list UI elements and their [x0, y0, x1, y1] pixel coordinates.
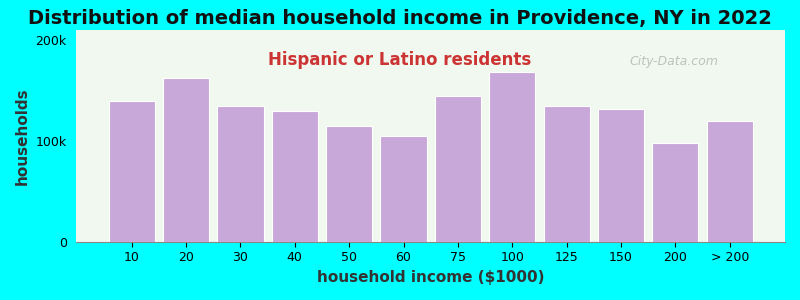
Bar: [706, 121, 753, 242]
Bar: [163, 78, 209, 242]
Bar: [489, 72, 535, 242]
Bar: [218, 106, 263, 242]
Bar: [272, 111, 318, 242]
Text: City-Data.com: City-Data.com: [629, 56, 718, 68]
Text: Hispanic or Latino residents: Hispanic or Latino residents: [268, 51, 532, 69]
Text: Distribution of median household income in Providence, NY in 2022: Distribution of median household income …: [28, 9, 772, 28]
Bar: [434, 95, 481, 242]
Bar: [652, 143, 698, 242]
Y-axis label: households: households: [15, 87, 30, 185]
Bar: [381, 136, 426, 242]
Bar: [543, 106, 590, 242]
Bar: [598, 109, 644, 242]
X-axis label: household income ($1000): household income ($1000): [317, 270, 545, 285]
Bar: [109, 100, 155, 242]
Bar: [326, 126, 372, 242]
